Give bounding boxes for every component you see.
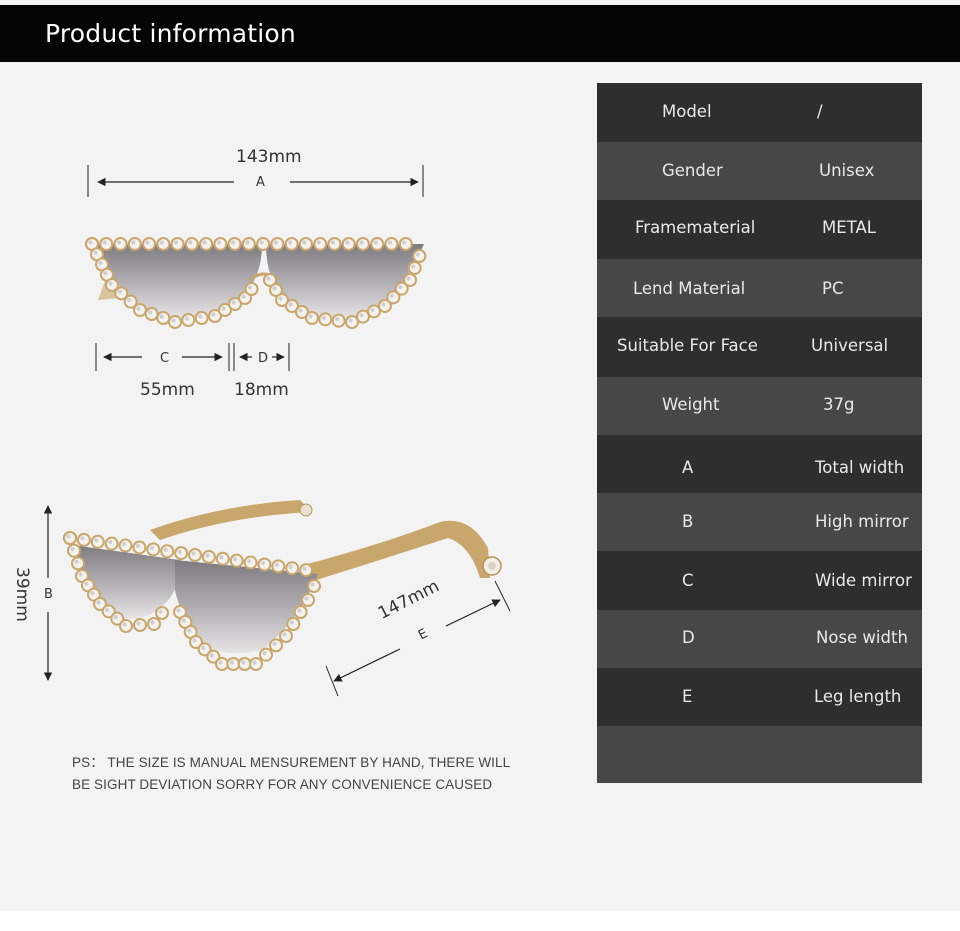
nose-width-letter: D — [258, 351, 269, 366]
spec-value: High mirror — [815, 512, 909, 531]
spec-value: Universal — [811, 336, 889, 355]
measurement-note: PS： THE SIZE IS MANUAL MENSUREMENT BY HA… — [72, 752, 532, 796]
spec-label: E — [682, 687, 693, 706]
spec-label: Model — [662, 102, 712, 121]
spec-label: Suitable For Face — [617, 336, 758, 355]
spec-label: A — [682, 458, 694, 477]
dimension-d-line — [233, 343, 290, 371]
header-bar: Product information — [0, 5, 960, 62]
spec-label: B — [682, 512, 694, 531]
spec-row-c: C Wide mirror — [597, 551, 922, 610]
spec-value: Nose width — [816, 628, 908, 647]
spec-value: Unisex — [819, 161, 875, 180]
total-width-value: 143mm — [236, 147, 302, 167]
spec-row-suitable-face: Suitable For Face Universal — [597, 317, 922, 377]
lens-width-value: 55mm — [140, 380, 195, 400]
total-width-letter: A — [256, 175, 265, 190]
spec-row-e: E Leg length — [597, 668, 922, 726]
header-title: Product information — [45, 19, 296, 48]
spec-value: METAL — [822, 218, 876, 237]
spec-row-a: A Total width — [597, 435, 922, 493]
spec-value: Wide mirror — [815, 571, 912, 590]
dimension-c-line — [95, 343, 230, 371]
spec-label: Framematerial — [635, 218, 756, 237]
front-view-glasses — [85, 237, 427, 329]
spec-row-b: B High mirror — [597, 493, 922, 551]
spec-value: / — [817, 102, 823, 121]
note-line-1: PS： THE SIZE IS MANUAL MENSUREMENT BY HA… — [72, 755, 511, 770]
spec-value: Total width — [815, 458, 905, 477]
note-line-2: BE SIGHT DEVIATION SORRY FOR ANY CONVENI… — [72, 777, 493, 792]
spec-row-empty — [597, 726, 922, 783]
side-view-glasses — [63, 500, 502, 671]
spec-row-weight: Weight 37g — [597, 377, 922, 435]
spec-row-lens-material: Lend Material PC — [597, 259, 922, 317]
height-value: 39mm — [12, 567, 32, 622]
spec-label: Lend Material — [633, 279, 746, 298]
dimension-e-line — [325, 580, 511, 697]
spec-value: 37g — [823, 395, 855, 414]
spec-label: Weight — [662, 395, 720, 414]
spec-table: Model / Gender Unisex Framematerial META… — [597, 83, 922, 783]
height-letter: B — [44, 587, 53, 602]
spec-row-gender: Gender Unisex — [597, 142, 922, 200]
spec-row-model: Model / — [597, 83, 922, 142]
spec-label: D — [682, 628, 695, 647]
spec-label: C — [682, 571, 694, 590]
lens-width-letter: C — [160, 351, 170, 366]
dimension-a-line — [87, 165, 424, 197]
spec-value: PC — [822, 279, 844, 298]
side-rhinestones — [63, 531, 321, 671]
spec-row-framematerial: Framematerial METAL — [597, 200, 922, 259]
spec-row-d: D Nose width — [597, 610, 922, 668]
spec-value: Leg length — [814, 687, 902, 706]
nose-width-value: 18mm — [234, 380, 289, 400]
front-rhinestones — [85, 237, 427, 329]
spec-label: Gender — [662, 161, 723, 180]
